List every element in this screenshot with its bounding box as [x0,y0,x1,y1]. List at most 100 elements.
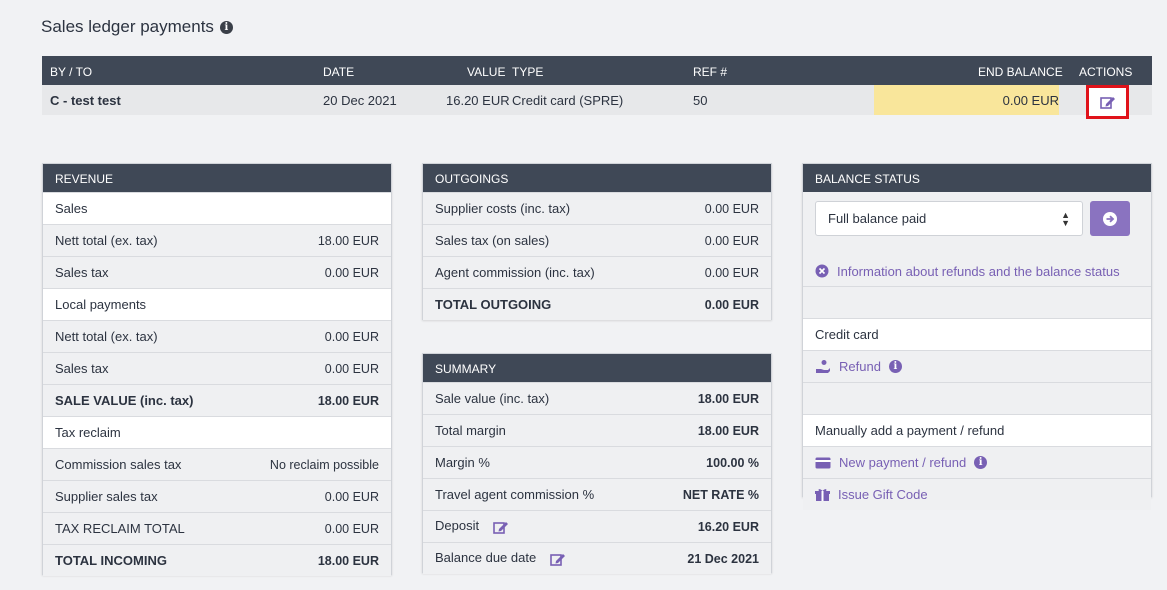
credit-card-icon [815,457,831,468]
row-label: Sales tax [55,265,109,280]
outgoings-row: TOTAL OUTGOING 0.00 EUR [423,288,771,320]
arrow-right-circle-icon [1103,211,1117,226]
revenue-row: Nett total (ex. tax) 18.00 EUR [43,224,391,256]
row-label: SALE VALUE (inc. tax) [55,393,194,408]
row-label: Sales tax [55,361,109,376]
outgoings-title: OUTGOINGS [423,164,771,192]
revenue-row: Tax reclaim [43,416,391,448]
summary-row: Deposit 16.20 EUR [423,510,771,542]
revenue-row: TAX RECLAIM TOTAL 0.00 EUR [43,512,391,544]
refund-link[interactable]: Refund i [815,359,902,374]
gift-code-link[interactable]: Issue Gift Code [815,487,928,502]
row-label: Supplier costs (inc. tax) [435,201,571,216]
row-value: 0.00 EUR [704,297,759,312]
gift-code-text: Issue Gift Code [838,487,928,502]
page-title: Sales ledger payments i [41,17,233,37]
row-label: Local payments [55,297,147,312]
row-value: 0.00 EUR [704,265,759,280]
row-label: Sale value (inc. tax) [435,391,550,406]
revenue-panel: REVENUE Sales Nett total (ex. tax) 18.00 … [42,163,392,576]
page-title-text: Sales ledger payments [41,17,214,36]
row-label: Nett total (ex. tax) [55,233,158,248]
row-label: Supplier sales tax [55,489,158,504]
header-type: TYPE [512,65,544,79]
row-label: TOTAL INCOMING [55,553,167,568]
cell-date: 20 Dec 2021 [323,93,397,108]
summary-row: Total margin 18.00 EUR [423,414,771,446]
row-value: 0.00 EUR [324,265,379,280]
header-end-balance: END BALANCE [978,65,1063,79]
apply-status-button[interactable] [1090,201,1130,236]
row-label: TAX RECLAIM TOTAL [55,521,185,536]
balance-status-panel: BALANCE STATUS Full balance paid ▲ ▼ Info… [802,163,1152,510]
new-payment-info-icon[interactable]: i [974,456,988,469]
summary-panel: SUMMARY Sale value (inc. tax) 18.00 EUR T… [422,353,772,574]
row-value: 0.00 EUR [324,521,379,536]
header-value: VALUE [467,65,506,79]
close-circle-icon [815,264,829,278]
row-value: 18.00 EUR [317,393,379,408]
row-value: 18.00 EUR [697,391,759,406]
row-value: 0.00 EUR [324,361,379,376]
summary-row: Travel agent commission % NET RATE % [423,478,771,510]
row-value: 0.00 EUR [704,233,759,248]
row-value: 21 Dec 2021 [687,551,759,566]
ledger-row: C - test test 20 Dec 2021 16.20 EUR Cred… [42,85,1152,119]
revenue-row: Nett total (ex. tax) 0.00 EUR [43,320,391,352]
outgoings-row: Agent commission (inc. tax) 0.00 EUR [423,256,771,288]
row-label: Deposit [435,518,480,534]
row-label: Travel agent commission % [435,487,595,502]
header-date: DATE [323,65,355,79]
row-value: 18.00 EUR [317,553,379,568]
cell-by-to: C - test test [50,93,121,108]
row-value: No reclaim possible [269,457,379,472]
revenue-row: Local payments [43,288,391,320]
refund-info-icon[interactable]: i [888,360,902,373]
spacer-row [803,286,1151,318]
info-link-row: Information about refunds and the balanc… [803,256,1151,286]
header-actions: ACTIONS [1079,65,1133,79]
row-label: TOTAL OUTGOING [435,297,552,312]
outgoings-panel: OUTGOINGS Supplier costs (inc. tax) 0.00 … [422,163,772,320]
gift-code-row: Issue Gift Code [803,478,1151,510]
spacer-row [803,382,1151,414]
edit-due-date-icon[interactable] [550,552,566,567]
summary-title: SUMMARY [423,354,771,382]
summary-row: Margin % 100.00 % [423,446,771,478]
balance-status-title: BALANCE STATUS [803,164,1151,192]
manual-payment-row: Manually add a payment / refund [803,414,1151,446]
row-label: Commission sales tax [55,457,182,472]
ledger-header-row: BY / TO DATE VALUE TYPE REF # END BALANC… [42,56,1152,85]
outgoings-row: Supplier costs (inc. tax) 0.00 EUR [423,192,771,224]
edit-deposit-icon[interactable] [492,520,509,535]
row-label: Tax reclaim [55,425,121,440]
outgoings-row: Sales tax (on sales) 0.00 EUR [423,224,771,256]
end-balance-cell: 0.00 EUR [874,85,1059,115]
row-label: Sales [55,201,88,216]
cell-end-balance: 0.00 EUR [1002,93,1059,108]
row-value: NET RATE % [682,487,759,502]
row-value: 16.20 EUR [697,519,759,534]
revenue-row: Sales tax 0.00 EUR [43,256,391,288]
row-value: 0.00 EUR [324,489,379,504]
info-icon[interactable]: i [219,20,233,34]
revenue-row: Sales tax 0.00 EUR [43,352,391,384]
hand-coin-icon [816,360,830,373]
balance-status-select[interactable]: Full balance paid ▲ ▼ [815,201,1083,236]
row-label: Agent commission (inc. tax) [435,265,595,280]
header-by-to: BY / TO [50,65,93,79]
revenue-row: Sales [43,192,391,224]
row-label: Margin % [435,455,490,470]
cell-type: Credit card (SPRE) [512,93,624,108]
edit-payment-button[interactable] [1086,85,1129,119]
revenue-row: Commission sales tax No reclaim possible [43,448,391,480]
new-payment-link[interactable]: New payment / refund i [815,455,988,470]
refund-row: Refund i [803,350,1151,382]
row-label: Nett total (ex. tax) [55,329,158,344]
row-label: Sales tax (on sales) [435,233,550,248]
refund-info-text: Information about refunds and the balanc… [837,263,1120,279]
revenue-row: SALE VALUE (inc. tax) 18.00 EUR [43,384,391,416]
row-value: 0.00 EUR [324,329,379,344]
refund-info-link[interactable]: Information about refunds and the balanc… [815,264,1120,279]
cell-value: 16.20 EUR [446,93,510,108]
